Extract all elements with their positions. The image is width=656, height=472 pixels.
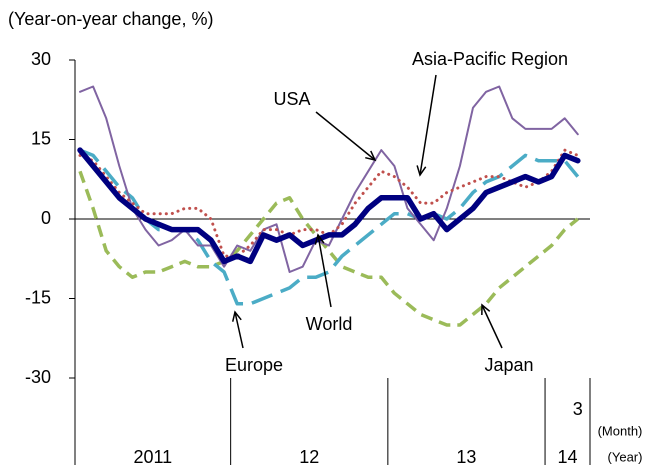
series-label: USA bbox=[273, 89, 310, 109]
y-tick-label: 0 bbox=[41, 208, 51, 228]
y-tick-label: -15 bbox=[25, 287, 51, 307]
x-tick-label: 3 bbox=[573, 399, 583, 419]
arrow-head bbox=[314, 233, 325, 245]
series-line bbox=[77, 147, 581, 265]
series-label: Japan bbox=[484, 355, 533, 375]
series-line bbox=[79, 85, 579, 273]
series-line bbox=[78, 170, 579, 327]
annotation-arrow bbox=[317, 234, 332, 308]
year-tick-label: 2011 bbox=[133, 447, 172, 467]
series-label: Asia-Pacific Region bbox=[412, 49, 568, 69]
year-tick-label: 13 bbox=[456, 447, 476, 467]
series-line bbox=[79, 148, 580, 306]
month-label: (Month) bbox=[598, 423, 643, 438]
y-tick-label: 15 bbox=[31, 128, 51, 148]
annotation-arrow bbox=[419, 74, 437, 176]
arrow-head bbox=[416, 165, 427, 177]
year-label: (Year) bbox=[608, 449, 643, 464]
y-tick-label: 30 bbox=[31, 49, 51, 69]
series-label: Europe bbox=[225, 355, 283, 375]
year-tick-label: 14 bbox=[558, 447, 578, 467]
annotation-arrow bbox=[315, 111, 376, 161]
annotation-arrow bbox=[234, 311, 244, 349]
y-axis-label: (Year-on-year change, %) bbox=[8, 9, 213, 29]
year-tick-label: 12 bbox=[299, 447, 319, 467]
series-label: World bbox=[306, 314, 353, 334]
arrow-head bbox=[231, 310, 242, 322]
annotation-arrow bbox=[481, 304, 503, 349]
arrow-head bbox=[365, 150, 377, 162]
arrow-head bbox=[481, 303, 491, 316]
y-tick-label: -30 bbox=[25, 367, 51, 387]
